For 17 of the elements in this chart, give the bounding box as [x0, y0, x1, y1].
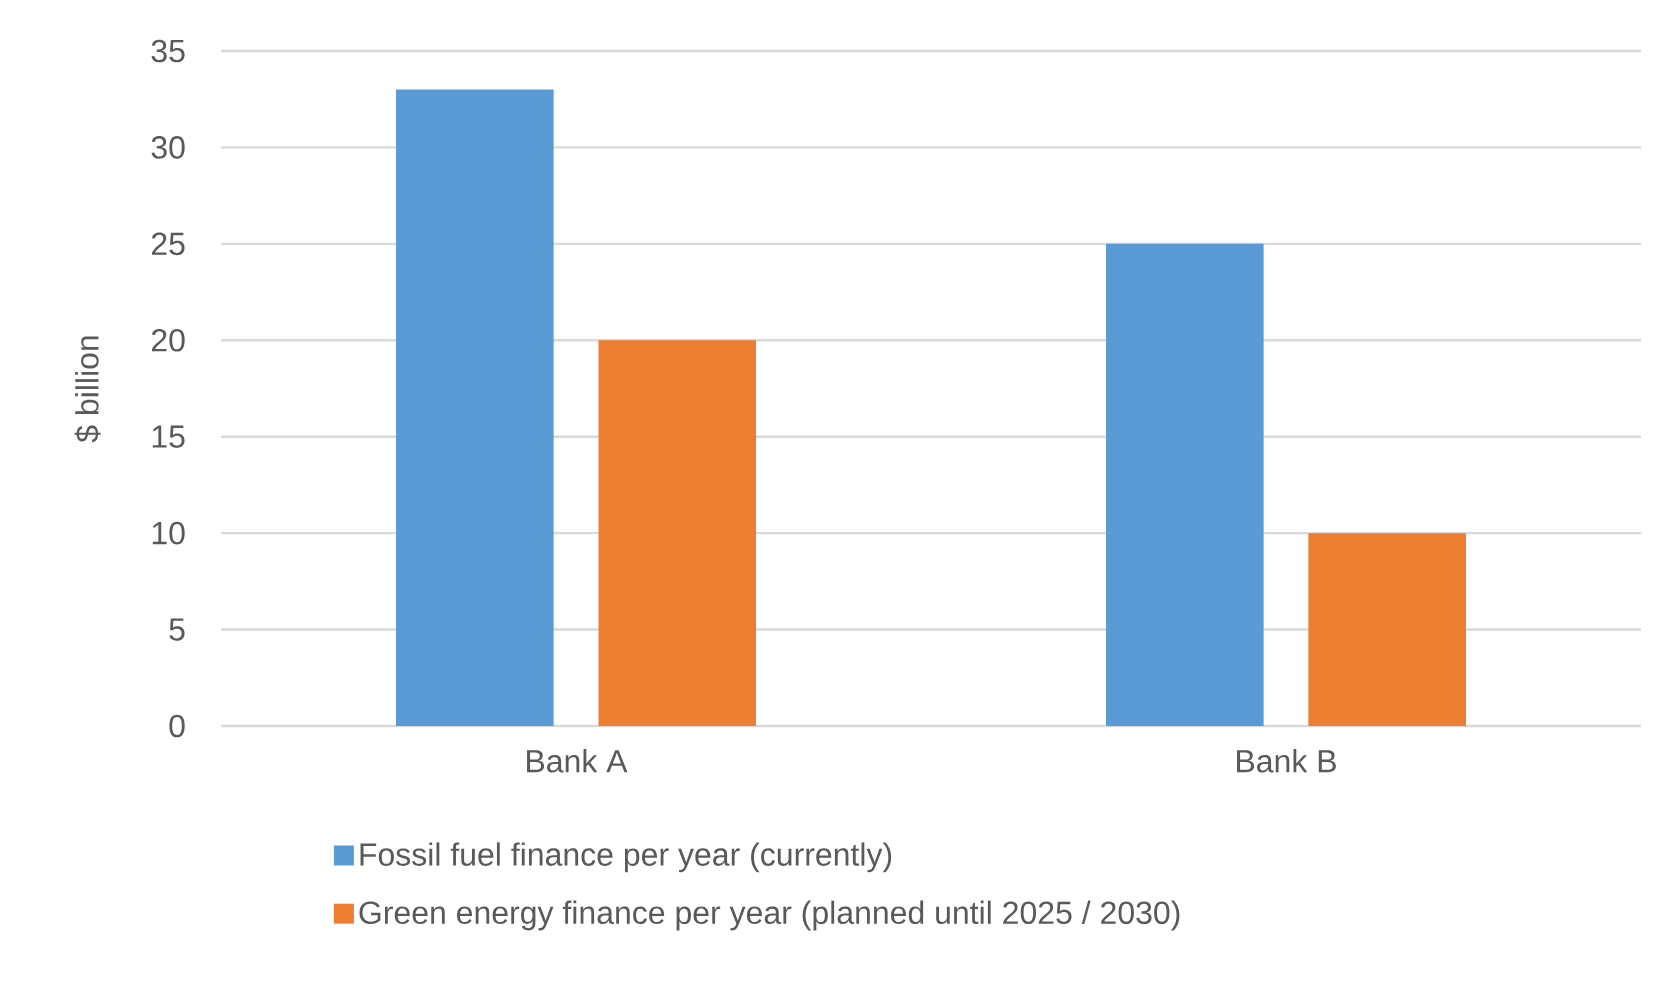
bar [1106, 243, 1264, 726]
y-tick-label: 0 [169, 714, 185, 738]
bar [1308, 533, 1466, 726]
x-tick-label: Bank B [1237, 749, 1336, 773]
y-tick-label: 20 [151, 328, 185, 352]
y-tick-label: 10 [152, 521, 185, 545]
x-tick-label: Bank A [527, 749, 628, 773]
y-tick-label: 30 [151, 136, 185, 159]
bar [396, 89, 554, 726]
y-tick-label: 15 [152, 425, 185, 448]
legend-label: Green energy finance per year (planned until 2025 / 2030) [359, 900, 1180, 931]
bar [598, 340, 756, 726]
legend-label: Fossil fuel finance per year (currently) [360, 842, 892, 873]
y-tick-label: 5 [169, 618, 185, 641]
y-tick-label: 25 [151, 232, 185, 256]
y-tick-label: 35 [151, 39, 185, 63]
y-axis-title: $ billion [74, 336, 101, 443]
